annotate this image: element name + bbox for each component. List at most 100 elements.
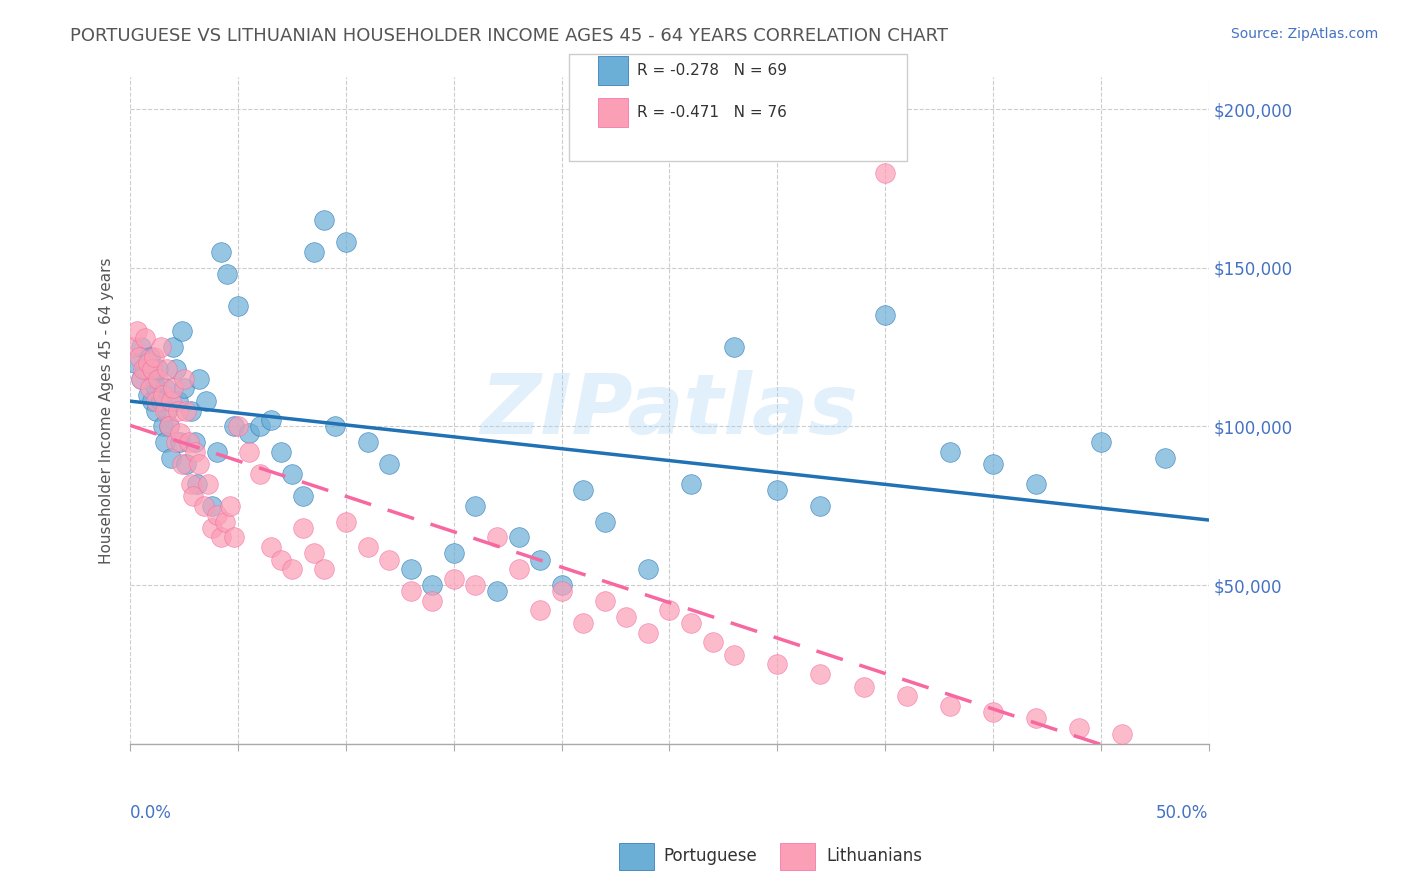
Point [184, 435, 207, 450]
Point [222, 531, 245, 545]
Point [160, 451, 183, 466]
Point [281, 467, 304, 481]
Point [508, 531, 530, 545]
Point [201, 521, 224, 535]
Point [679, 616, 702, 631]
Point [270, 552, 292, 566]
Point [209, 244, 232, 259]
Point [172, 458, 194, 472]
Point [259, 413, 281, 427]
Point [148, 362, 170, 376]
Point [550, 578, 572, 592]
Point [141, 394, 163, 409]
Point [572, 483, 595, 497]
Point [723, 648, 745, 662]
Point [443, 572, 465, 586]
Point [134, 330, 156, 344]
Point [205, 444, 228, 458]
Point [399, 584, 422, 599]
Point [314, 213, 336, 227]
Point [188, 458, 211, 472]
Point [172, 324, 194, 338]
Point [176, 458, 198, 472]
Point [249, 467, 271, 481]
Point [314, 562, 336, 576]
Point [420, 594, 443, 608]
Point [939, 444, 962, 458]
Point [165, 435, 187, 450]
Point [1025, 711, 1047, 725]
Point [141, 362, 163, 376]
Point [153, 381, 176, 395]
Point [593, 594, 616, 608]
Point [129, 372, 152, 386]
Point [810, 666, 832, 681]
Point [238, 444, 260, 458]
Point [302, 546, 325, 560]
Point [378, 552, 401, 566]
Point [658, 603, 681, 617]
Point [291, 489, 314, 503]
Point [129, 340, 152, 354]
Point [186, 476, 208, 491]
Point [399, 562, 422, 576]
Point [485, 531, 508, 545]
Point [464, 499, 486, 513]
Point [939, 698, 962, 713]
Point [1111, 727, 1133, 741]
Point [572, 616, 595, 631]
Point [166, 403, 188, 417]
Point [125, 324, 148, 338]
Point [209, 531, 232, 545]
Point [173, 372, 195, 386]
Point [132, 362, 155, 376]
Point [214, 515, 236, 529]
Point [259, 540, 281, 554]
Point [166, 394, 188, 409]
Point [529, 603, 551, 617]
Point [194, 394, 217, 409]
Point [153, 403, 176, 417]
Point [378, 458, 401, 472]
Point [1154, 451, 1177, 466]
Text: R = -0.471   N = 76: R = -0.471 N = 76 [637, 105, 787, 120]
Point [217, 267, 239, 281]
Point [149, 340, 172, 354]
Point [177, 435, 200, 450]
Point [128, 350, 150, 364]
Point [766, 483, 789, 497]
Point [281, 562, 304, 576]
Point [136, 356, 159, 370]
Point [160, 394, 183, 409]
Point [323, 419, 346, 434]
Point [679, 476, 702, 491]
Point [139, 350, 162, 364]
Point [896, 689, 918, 703]
Point [180, 403, 202, 417]
Point [529, 552, 551, 566]
Point [981, 705, 1004, 719]
Point [201, 499, 224, 513]
Point [193, 499, 215, 513]
Point [157, 419, 180, 434]
Point [614, 609, 637, 624]
Point [550, 584, 572, 599]
Point [162, 381, 184, 395]
Point [1090, 435, 1112, 450]
Y-axis label: Householder Income Ages 45 - 64 years: Householder Income Ages 45 - 64 years [100, 257, 114, 564]
Point [162, 340, 184, 354]
Point [875, 166, 897, 180]
Point [485, 584, 508, 599]
Point [270, 444, 292, 458]
Point [443, 546, 465, 560]
Point [169, 435, 191, 450]
Point [143, 372, 166, 386]
Point [153, 435, 176, 450]
Point [226, 299, 249, 313]
Text: 0.0%: 0.0% [131, 804, 172, 822]
Point [129, 372, 152, 386]
Point [302, 244, 325, 259]
Point [134, 362, 156, 376]
Point [169, 425, 191, 440]
Point [335, 515, 357, 529]
